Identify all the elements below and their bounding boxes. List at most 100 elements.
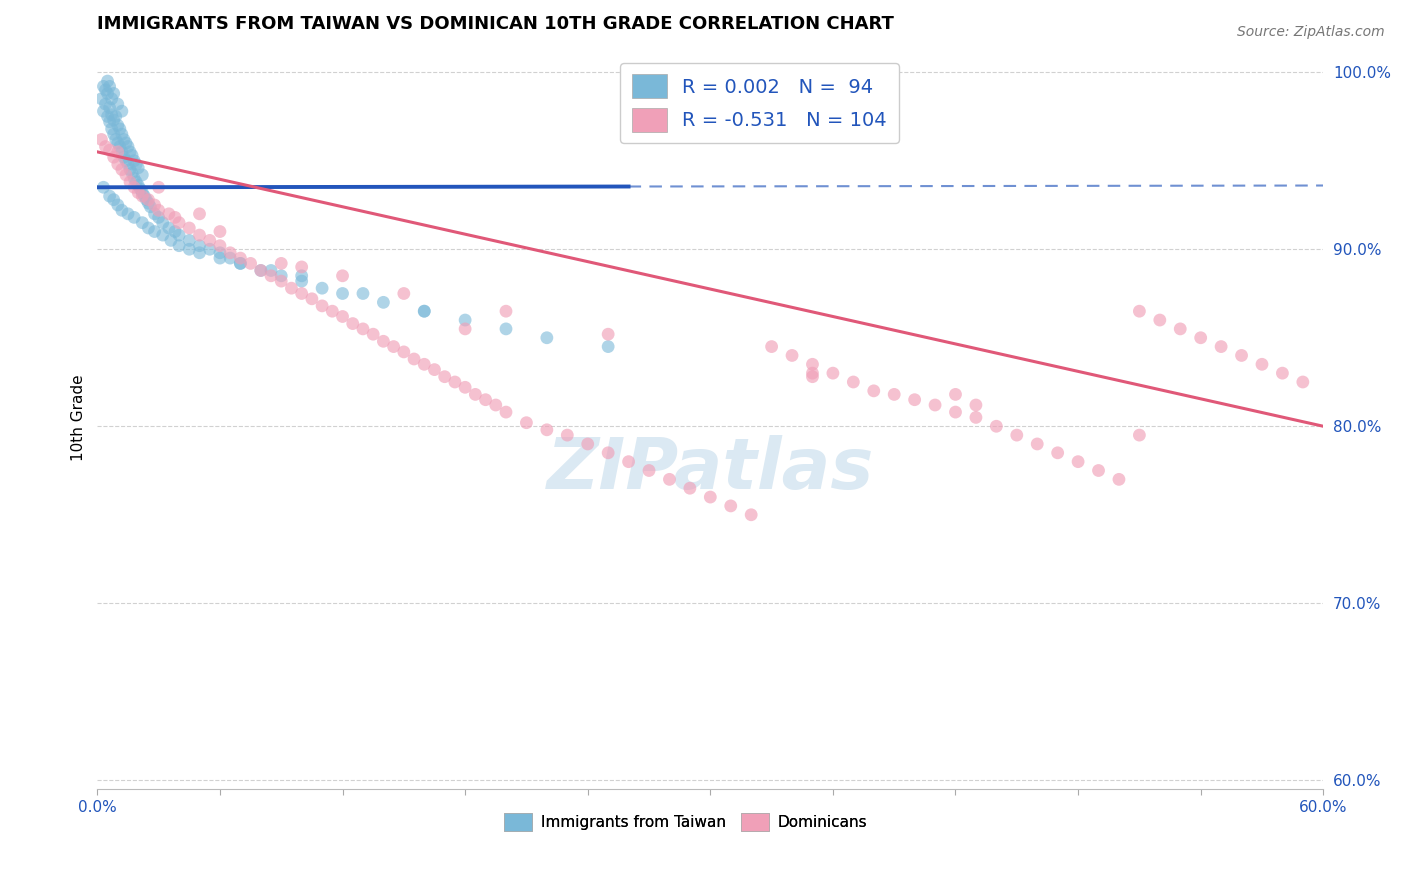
Point [115, 168, 138, 182]
Point [107, 136, 129, 150]
Point [1128, 428, 1150, 442]
Point [103, 87, 125, 101]
Point [122, 153, 145, 168]
Text: Source: ZipAtlas.com: Source: ZipAtlas.com [1237, 25, 1385, 39]
Point [93, 79, 115, 94]
Point [167, 216, 190, 230]
Point [111, 104, 134, 119]
Point [1087, 463, 1109, 477]
Point [842, 375, 865, 389]
Point [138, 193, 160, 207]
Point [361, 327, 384, 342]
Point [129, 182, 152, 196]
Point [229, 256, 252, 270]
Point [107, 157, 129, 171]
Point [108, 139, 131, 153]
Point [163, 225, 186, 239]
Point [638, 463, 661, 477]
Point [249, 263, 271, 277]
Point [131, 216, 153, 230]
Point [111, 203, 134, 218]
Point [1149, 313, 1171, 327]
Point [260, 268, 283, 283]
Point [464, 387, 486, 401]
Point [862, 384, 884, 398]
Point [122, 180, 145, 194]
Point [291, 286, 314, 301]
Point [924, 398, 946, 412]
Point [311, 299, 333, 313]
Point [280, 281, 302, 295]
Point [134, 189, 156, 203]
Point [291, 268, 314, 283]
Point [311, 281, 333, 295]
Point [108, 121, 131, 136]
Point [495, 304, 517, 318]
Point [117, 157, 139, 171]
Point [103, 127, 125, 141]
Point [658, 472, 681, 486]
Point [90, 92, 112, 106]
Point [249, 263, 271, 277]
Point [103, 150, 125, 164]
Point [555, 428, 578, 442]
Point [433, 369, 456, 384]
Point [382, 340, 405, 354]
Point [198, 242, 221, 256]
Point [103, 193, 125, 207]
Point [179, 233, 201, 247]
Point [598, 340, 620, 354]
Point [100, 92, 122, 106]
Point [904, 392, 927, 407]
Point [485, 398, 508, 412]
Legend: Immigrants from Taiwan, Dominicans: Immigrants from Taiwan, Dominicans [498, 806, 873, 838]
Point [291, 260, 314, 274]
Point [1067, 455, 1090, 469]
Point [125, 175, 148, 189]
Point [495, 322, 517, 336]
Point [761, 340, 783, 354]
Point [301, 292, 323, 306]
Point [373, 334, 395, 349]
Point [454, 313, 477, 327]
Point [139, 200, 162, 214]
Point [373, 295, 395, 310]
Point [780, 348, 803, 362]
Point [423, 362, 446, 376]
Point [93, 180, 115, 194]
Point [118, 175, 141, 189]
Point [229, 256, 252, 270]
Point [229, 251, 252, 265]
Point [111, 162, 134, 177]
Point [97, 74, 120, 88]
Point [157, 221, 180, 235]
Point [127, 161, 149, 175]
Point [699, 490, 721, 504]
Point [143, 225, 166, 239]
Point [208, 238, 231, 252]
Point [352, 322, 374, 336]
Point [945, 387, 967, 401]
Point [97, 110, 120, 124]
Point [208, 225, 231, 239]
Point [617, 455, 640, 469]
Point [188, 228, 211, 243]
Point [598, 446, 620, 460]
Point [131, 186, 153, 200]
Point [160, 233, 183, 247]
Point [1292, 375, 1315, 389]
Point [107, 118, 129, 132]
Point [127, 178, 149, 193]
Point [115, 136, 138, 150]
Point [98, 189, 121, 203]
Point [332, 286, 354, 301]
Point [148, 211, 170, 225]
Point [402, 351, 425, 366]
Point [143, 198, 166, 212]
Point [127, 186, 149, 200]
Point [90, 132, 112, 146]
Point [352, 286, 374, 301]
Point [801, 369, 824, 384]
Point [103, 113, 125, 128]
Point [152, 228, 174, 243]
